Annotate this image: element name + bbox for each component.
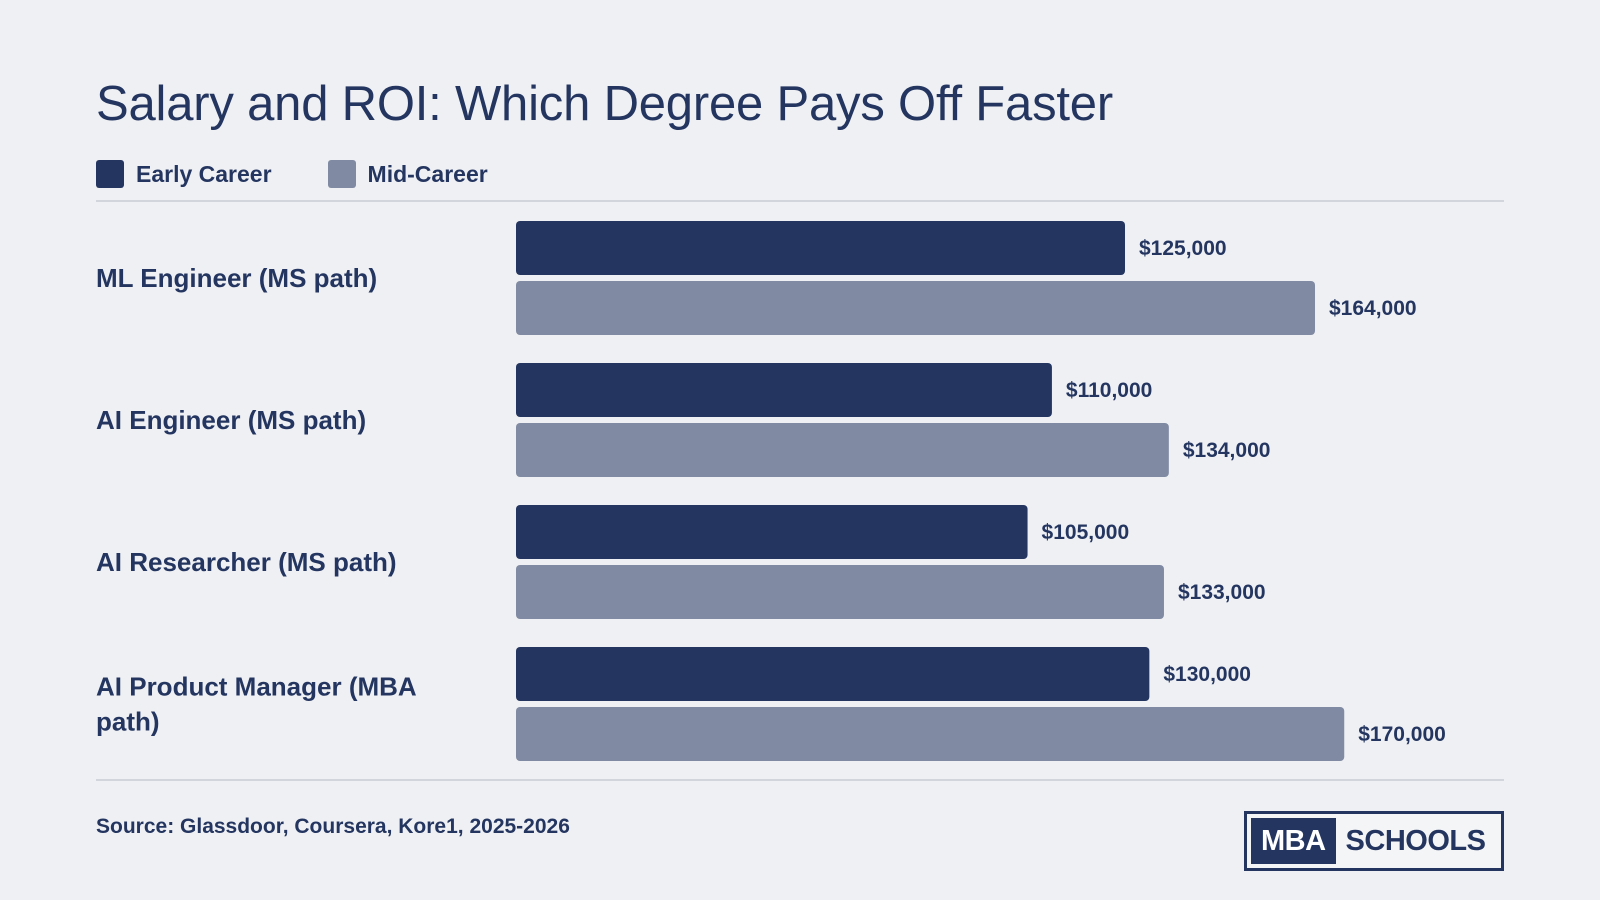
- data-label-mid-career-ml-engineer-ms-path: $164,000: [1329, 297, 1417, 320]
- category-label-ai-engineer-ms-path: AI Engineer (MS path): [96, 405, 366, 435]
- chart-title: Salary and ROI: Which Degree Pays Off Fa…: [96, 77, 1113, 131]
- bar-early-career-ai-product-manager-mba-path: [516, 647, 1150, 701]
- data-label-early-career-ai-researcher-ms-path: $105,000: [1042, 521, 1130, 544]
- category-label-ai-researcher-ms-path: AI Researcher (MS path): [96, 547, 397, 577]
- source-note: Source: Glassdoor, Coursera, Kore1, 2025…: [96, 815, 570, 838]
- data-label-mid-career-ai-researcher-ms-path: $133,000: [1178, 581, 1266, 604]
- logo-mba: MBA: [1251, 818, 1336, 864]
- bar-mid-career-ml-engineer-ms-path: [516, 281, 1316, 335]
- legend-label-early-career: Early Career: [136, 160, 272, 187]
- legend-swatch-early-career: [96, 160, 124, 188]
- legend: Early Career Mid-Career: [96, 160, 544, 188]
- data-label-early-career-ai-product-manager-mba-path: $130,000: [1163, 663, 1251, 686]
- bar-early-career-ml-engineer-ms-path: [516, 221, 1125, 275]
- category-label-ai-product-manager-mba-path-line-1: AI Product Manager (MBA: [96, 672, 417, 702]
- legend-label-mid-career: Mid-Career: [367, 160, 488, 187]
- data-label-early-career-ai-engineer-ms-path: $110,000: [1066, 379, 1152, 402]
- bottom-divider: [96, 779, 1504, 781]
- bar-early-career-ai-engineer-ms-path: [516, 363, 1052, 417]
- bar-mid-career-ai-engineer-ms-path: [516, 423, 1169, 477]
- logo-schools: SCHOOLS: [1345, 824, 1486, 857]
- legend-swatch-mid-career: [327, 160, 356, 188]
- top-divider: [96, 200, 1504, 202]
- bar-mid-career-ai-researcher-ms-path: [516, 565, 1164, 619]
- legend-item-early-career: Early Career: [96, 160, 272, 188]
- legend-item-mid-career: Mid-Career: [327, 160, 488, 188]
- bar-early-career-ai-researcher-ms-path: [516, 505, 1028, 559]
- data-label-mid-career-ai-product-manager-mba-path: $170,000: [1358, 723, 1446, 746]
- data-label-mid-career-ai-engineer-ms-path: $134,000: [1183, 439, 1271, 462]
- category-label-ai-product-manager-mba-path-line-2: path): [96, 707, 160, 737]
- data-label-early-career-ml-engineer-ms-path: $125,000: [1139, 237, 1227, 260]
- mba-schools-logo: MBA SCHOOLS: [1244, 811, 1504, 871]
- bar-mid-career-ai-product-manager-mba-path: [516, 707, 1345, 761]
- category-label-ml-engineer-ms-path: ML Engineer (MS path): [96, 263, 377, 293]
